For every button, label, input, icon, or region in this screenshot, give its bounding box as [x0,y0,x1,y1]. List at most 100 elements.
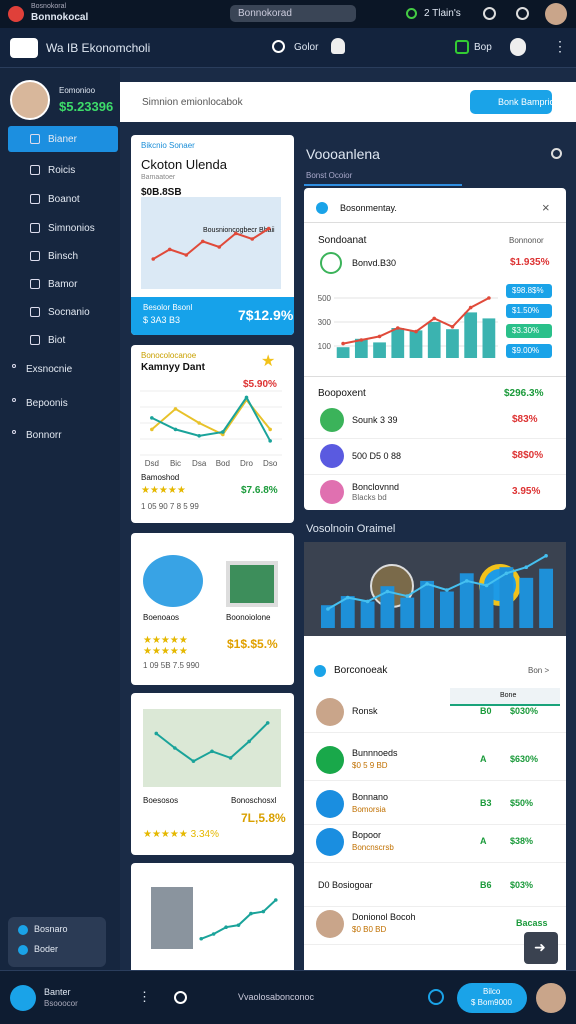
app-logo[interactable] [8,6,24,22]
chat-icon[interactable] [516,7,529,20]
search-icon[interactable] [174,991,187,1004]
more-icon[interactable]: ⋮ [553,38,567,54]
refresh-icon[interactable] [551,148,562,159]
sidebar-footer: Bosnaro Boder [8,917,106,967]
search-placeholder[interactable]: Simnion emionlocabok [142,97,243,108]
card[interactable]: Bonocolocanoe Kamnyy Dant ★ $5.90% Dsd Bi… [131,345,294,523]
pill-label: $1.50% [512,306,540,315]
bar [459,573,474,628]
footer-label: Bamoshod [141,473,180,482]
search-text: Bonnokorad [238,8,292,19]
card[interactable] [131,863,294,970]
menu-item[interactable]: Exsnocnie [26,364,73,375]
point [414,329,418,334]
menu-item[interactable]: Binsch [48,251,79,262]
row-sub: $0 B0 BD [352,925,387,934]
card-value: 7L,5.8% [241,811,286,825]
sidebar: Eomonioo $5.23396 Bosnaro Boder Bianer Roi… [0,68,120,970]
point [199,936,204,941]
menu-button[interactable] [10,38,38,58]
card[interactable]: Boenoaos Boonoiolone ★★★★★ ★★★★★ $1$.$5.… [131,533,294,685]
bottom-search[interactable]: Vvaolosabonconoc [238,992,315,1002]
menu-item[interactable]: Bonnorr [26,430,62,441]
row-value: $030% [510,706,539,716]
menu-item[interactable]: Biot [48,335,66,346]
bar [340,596,355,628]
rating: ★★★★★ [143,635,188,646]
menu-icon [30,223,40,233]
row-avatar [316,790,344,818]
point [173,407,178,411]
menu-item[interactable]: Bianer [48,134,77,145]
menu-item[interactable]: Bamor [48,279,78,290]
user-icon[interactable] [331,38,345,54]
point [221,432,225,437]
map [143,709,281,787]
y-tick-label: 500 [318,294,332,303]
clock-icon[interactable] [483,7,496,20]
row-avatar [316,746,344,774]
more-icon[interactable]: ⋮ [138,989,151,1004]
search-button[interactable]: Bonk Bamprioo [470,90,560,114]
row-tag: A [480,754,487,764]
footer-sub: $ 3A3 B3 [143,315,181,325]
close-button[interactable]: × [542,200,550,215]
action-button[interactable]: Bilco $ Bom9000 [457,983,527,1013]
feed-more[interactable]: Bon > [528,666,550,675]
footer-item[interactable]: Bosnaro [34,924,68,934]
point [236,923,241,927]
header-action[interactable]: Bop [474,42,492,53]
avatar[interactable] [536,983,566,1013]
line [151,395,272,442]
point [432,316,437,321]
menu-item[interactable]: Simnonios [48,223,95,234]
point [217,245,222,249]
card[interactable]: Boesosos Bonoschosxl ★★★★★ 3.34% 7L,5.8% [131,693,294,855]
point [247,739,251,744]
avatar[interactable] [545,3,567,25]
bar [446,329,459,358]
stat-pill: $9.00% [506,344,552,358]
menu-item[interactable]: Socnanio [48,307,90,318]
product-image [143,555,203,607]
feed-icon [314,665,326,677]
menu-item[interactable]: Roicis [48,165,76,176]
divider [304,438,566,439]
stat-pill: $98.8$% [506,284,552,298]
search-icon[interactable] [272,40,285,53]
x-tick-label: Dso [263,459,278,468]
bar [373,342,386,358]
button-label: Bilco [483,987,501,996]
row-name: Ronsk [352,706,378,716]
point [468,305,473,310]
bar [320,605,335,628]
row-label: 500 D5 0 88 [352,451,402,461]
divider [304,780,566,781]
app-title: Bonnokocal [31,12,89,23]
card-value: $1$.$5.% [227,637,278,651]
rating: ★★★★★ 3.34% [143,829,219,840]
star-icon[interactable]: ★ [261,353,276,370]
x-tick-label: Bic [170,459,181,468]
next-button[interactable]: ➜ [524,932,558,964]
card-tag: Bonocolocanoe [141,351,197,360]
search-box[interactable]: Bonnokorad [230,5,356,22]
row-tag: A [480,836,487,846]
menu-item[interactable]: Boanot [48,194,80,205]
footer-value: 7$12.9% [238,307,294,323]
footer-item[interactable]: Boder [34,944,59,954]
point [228,756,233,760]
app-icon [10,985,36,1011]
x-tick-label: Bod [216,459,230,468]
notification-icon[interactable] [510,38,526,56]
point [377,334,382,339]
point [484,583,489,588]
status-icon [428,989,444,1005]
menu-item[interactable]: Bepoonis [26,398,68,409]
point [524,565,529,569]
card[interactable]: Bikcnio Sonaer Ckoton Ulenda Bamaatoer $… [131,135,294,335]
divider [304,824,566,825]
footer-value: $7.6.8% [241,485,278,496]
share-icon[interactable] [455,40,469,54]
card-value: $5.90% [243,379,277,390]
